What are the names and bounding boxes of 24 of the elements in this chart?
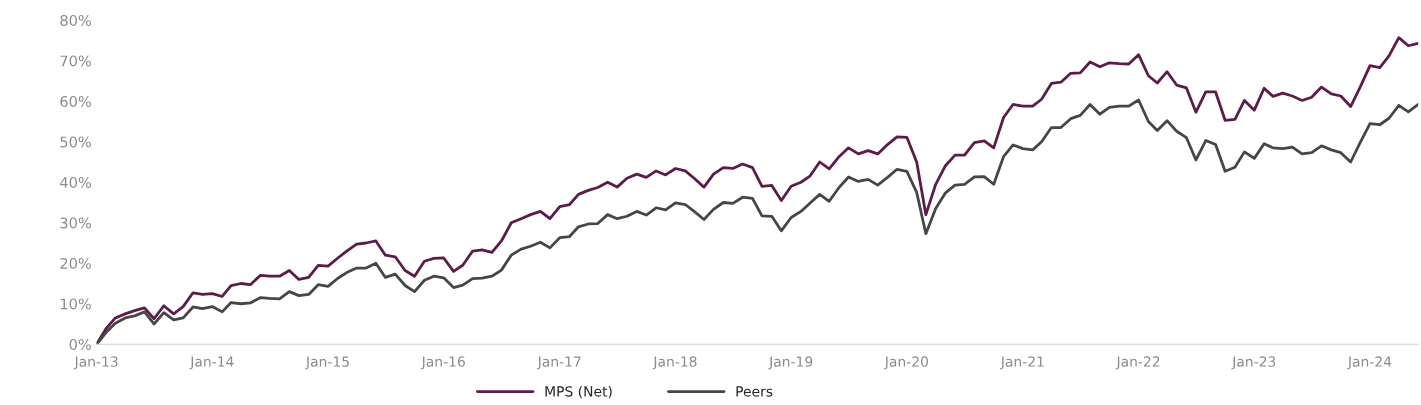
x-tick-label: Jan-18	[652, 356, 697, 370]
x-tick-label: Jan-20	[884, 356, 928, 370]
y-tick-label: 70%	[60, 55, 91, 67]
y-tick-label: 50%	[60, 136, 91, 148]
x-tick-label: Jan-21	[1000, 356, 1044, 370]
x-tick-label: Jan-13	[73, 356, 118, 370]
x-tick-label: Jan-14	[189, 356, 234, 370]
x-tick-label: Jan-19	[768, 356, 813, 370]
x-tick-label: Jan-22	[1115, 356, 1160, 370]
line-series	[96, 98, 1419, 345]
y-tick-label: 80%	[60, 14, 91, 26]
y-tick-label: 20%	[60, 257, 91, 269]
y-tick-label: 10%	[60, 298, 91, 310]
x-tick-label: Jan-16	[420, 356, 465, 370]
x-tick-label: Jan-17	[536, 356, 581, 370]
y-tick-label: 60%	[60, 95, 91, 107]
y-tick-label: 40%	[60, 176, 91, 188]
legend-label: MPS (Net)	[545, 385, 612, 399]
y-tick-label: 0%	[69, 338, 91, 350]
x-tick-label: Jan-15	[305, 356, 349, 370]
y-tick-label: 30%	[60, 217, 91, 229]
legend-label: Peers	[736, 386, 773, 397]
x-tick-label: Jan-24	[1347, 356, 1392, 370]
x-tick-label: Jan-23	[1231, 356, 1276, 370]
